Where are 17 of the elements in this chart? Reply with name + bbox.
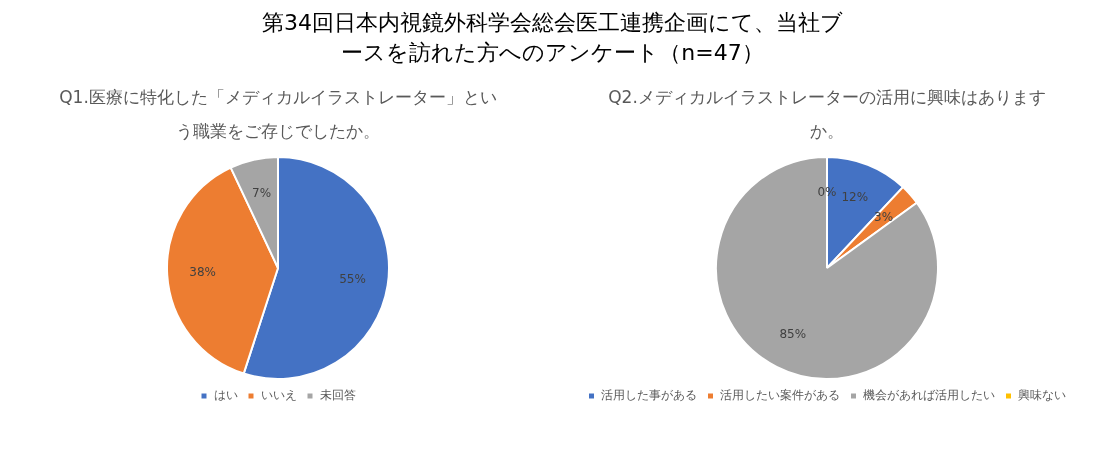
- legend-label: いいえ: [260, 388, 297, 403]
- legend-label: 興味ない: [1018, 388, 1066, 403]
- legend-label: 活用した事がある: [601, 388, 697, 403]
- text: 第34回日本内視鏡外科学会総会医工連携企画にて、当社ブースを訪れた方へのアンケート（n=47）: [261, 9, 844, 67]
- data-label: 85%: [779, 327, 807, 342]
- legend-label: はい: [213, 388, 238, 403]
- data-label: 12%: [841, 189, 869, 204]
- legend-label: 未回答: [319, 388, 356, 403]
- chart-title: Q1.医療に特化した「メディカルイラストレーター」という職業をご存じでしたか。: [58, 86, 498, 143]
- chart-title: Q2.メディカルイラストレーターの活用に興味はありますか。: [607, 86, 1047, 143]
- data-label: 38%: [189, 264, 216, 279]
- text: 0%: [817, 184, 837, 199]
- legend-label: 活用したい案件がある: [720, 388, 840, 403]
- data-label: 55%: [339, 271, 366, 286]
- legend-label: 機会があれば活用したい: [863, 388, 995, 403]
- data-label: 3%: [874, 210, 894, 225]
- data-label: 7%: [252, 186, 272, 201]
